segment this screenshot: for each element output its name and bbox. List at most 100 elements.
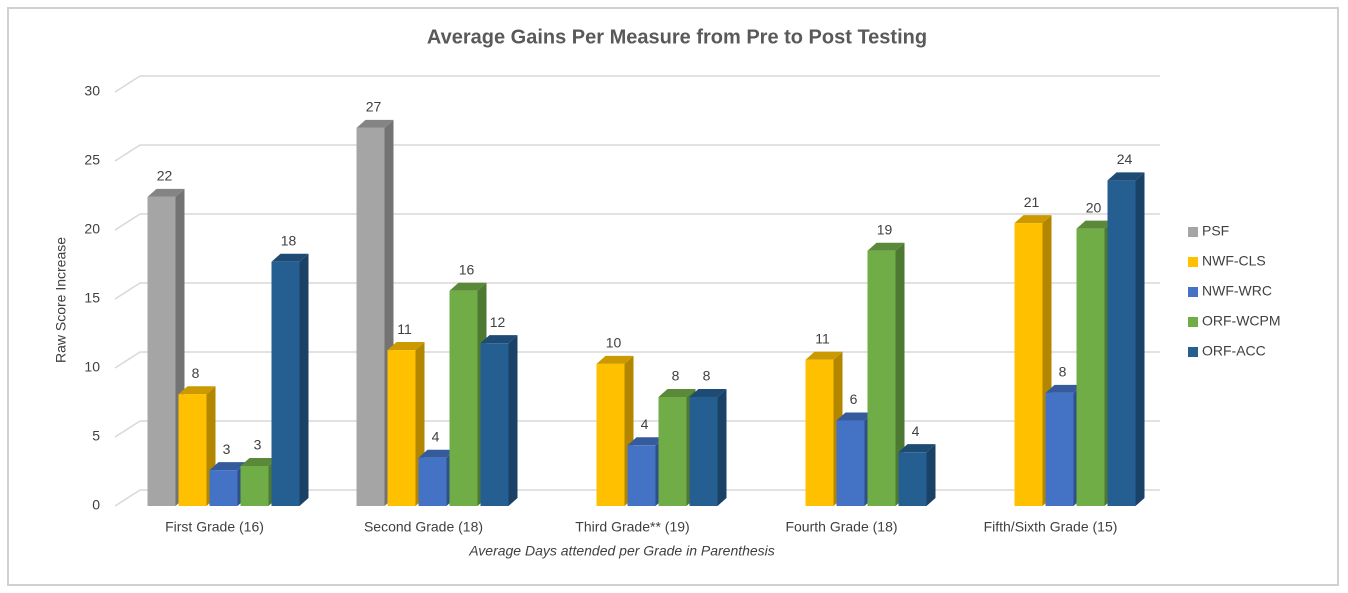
grid-line — [114, 75, 1160, 93]
data-label: 8 — [672, 368, 680, 384]
bar — [596, 363, 625, 506]
bar — [1076, 228, 1105, 506]
data-label: 8 — [703, 368, 711, 384]
bar — [356, 127, 385, 506]
bar — [805, 359, 834, 506]
y-tick-label: 25 — [84, 152, 100, 168]
bar-side — [926, 444, 936, 506]
y-axis-title: Raw Score Increase — [53, 237, 69, 363]
y-tick-label: 0 — [92, 497, 100, 513]
legend-label: ORF-ACC — [1202, 343, 1266, 359]
bar — [1014, 223, 1043, 506]
data-label: 3 — [223, 441, 231, 457]
data-label: 3 — [254, 437, 262, 453]
data-label: 16 — [459, 261, 475, 277]
bar-top — [1045, 384, 1083, 393]
data-label: 4 — [641, 416, 649, 432]
bar — [147, 196, 176, 506]
bar-top — [356, 119, 394, 128]
legend-label: ORF-WCPM — [1202, 313, 1281, 329]
data-label: 27 — [366, 99, 382, 115]
y-tick-label: 30 — [84, 83, 100, 99]
legend-label: NWF-CLS — [1202, 253, 1266, 269]
bar-top — [1076, 220, 1114, 229]
bar — [898, 452, 927, 506]
bar-top — [658, 388, 696, 397]
legend-label: PSF — [1202, 223, 1229, 239]
chart-title: Average Gains Per Measure from Pre to Po… — [427, 26, 927, 48]
data-label: 24 — [1117, 151, 1133, 167]
data-label: 8 — [192, 365, 200, 381]
data-label: 10 — [606, 335, 622, 351]
bar — [387, 350, 416, 506]
x-tick-label: Fifth/Sixth Grade (15) — [984, 519, 1118, 535]
bar — [240, 465, 269, 506]
bar — [867, 250, 896, 506]
bar-top — [178, 386, 216, 395]
bar-top — [147, 188, 185, 197]
bar-side — [299, 253, 309, 506]
bar — [178, 394, 207, 506]
data-label: 8 — [1059, 364, 1067, 380]
x-axis-note: Average Days attended per Grade in Paren… — [468, 543, 775, 559]
legend-swatch — [1188, 257, 1198, 267]
legend-swatch — [1188, 347, 1198, 357]
bar-top — [449, 282, 487, 291]
bar-top — [867, 242, 905, 251]
bar — [658, 396, 687, 506]
bar — [418, 457, 447, 506]
data-label: 11 — [815, 330, 830, 346]
grid-line — [114, 144, 1160, 162]
bar — [627, 445, 656, 506]
bar-top — [596, 355, 634, 364]
data-label: 4 — [912, 423, 920, 439]
y-tick-label: 15 — [84, 290, 100, 306]
data-label: 21 — [1024, 194, 1040, 210]
data-label: 12 — [490, 314, 506, 330]
bar-top — [209, 462, 247, 471]
x-tick-label: Fourth Grade (18) — [785, 519, 897, 535]
bar-top — [418, 449, 456, 458]
bar — [836, 420, 865, 506]
x-tick-label: Third Grade** (19) — [575, 519, 689, 535]
bar-top — [271, 253, 309, 262]
data-label: 6 — [850, 391, 858, 407]
bar-top — [1107, 172, 1145, 181]
bar — [1045, 392, 1074, 506]
data-label: 4 — [432, 428, 440, 444]
y-tick-label: 20 — [84, 221, 100, 237]
x-tick-label: Second Grade (18) — [364, 519, 483, 535]
bar-top — [689, 388, 727, 397]
bar-top — [805, 351, 843, 360]
legend-swatch — [1188, 287, 1198, 297]
y-tick-label: 10 — [84, 359, 100, 375]
data-label: 22 — [157, 168, 173, 184]
bar — [449, 290, 478, 506]
bar-top — [240, 457, 278, 466]
bar — [480, 343, 509, 506]
data-label: 11 — [397, 321, 412, 337]
data-label: 20 — [1086, 199, 1102, 215]
bar — [689, 396, 718, 506]
legend-swatch — [1188, 227, 1198, 237]
bar-top — [898, 444, 936, 453]
bar-top — [387, 342, 425, 351]
x-tick-label: First Grade (16) — [165, 519, 264, 535]
data-label: 18 — [281, 232, 297, 248]
bar-top — [480, 335, 518, 344]
legend-label: NWF-WRC — [1202, 283, 1272, 299]
bar-top — [836, 412, 874, 421]
grid-line — [114, 213, 1160, 231]
bar-top — [1014, 215, 1052, 224]
bar — [271, 261, 300, 506]
legend-swatch — [1188, 317, 1198, 327]
bar-side — [1135, 172, 1145, 506]
bar-side — [508, 335, 518, 506]
bar — [1107, 180, 1136, 506]
data-label: 19 — [877, 221, 893, 237]
bar-side — [717, 388, 727, 506]
y-tick-label: 5 — [92, 428, 100, 444]
grid-line — [114, 282, 1160, 300]
bar-top — [627, 437, 665, 446]
